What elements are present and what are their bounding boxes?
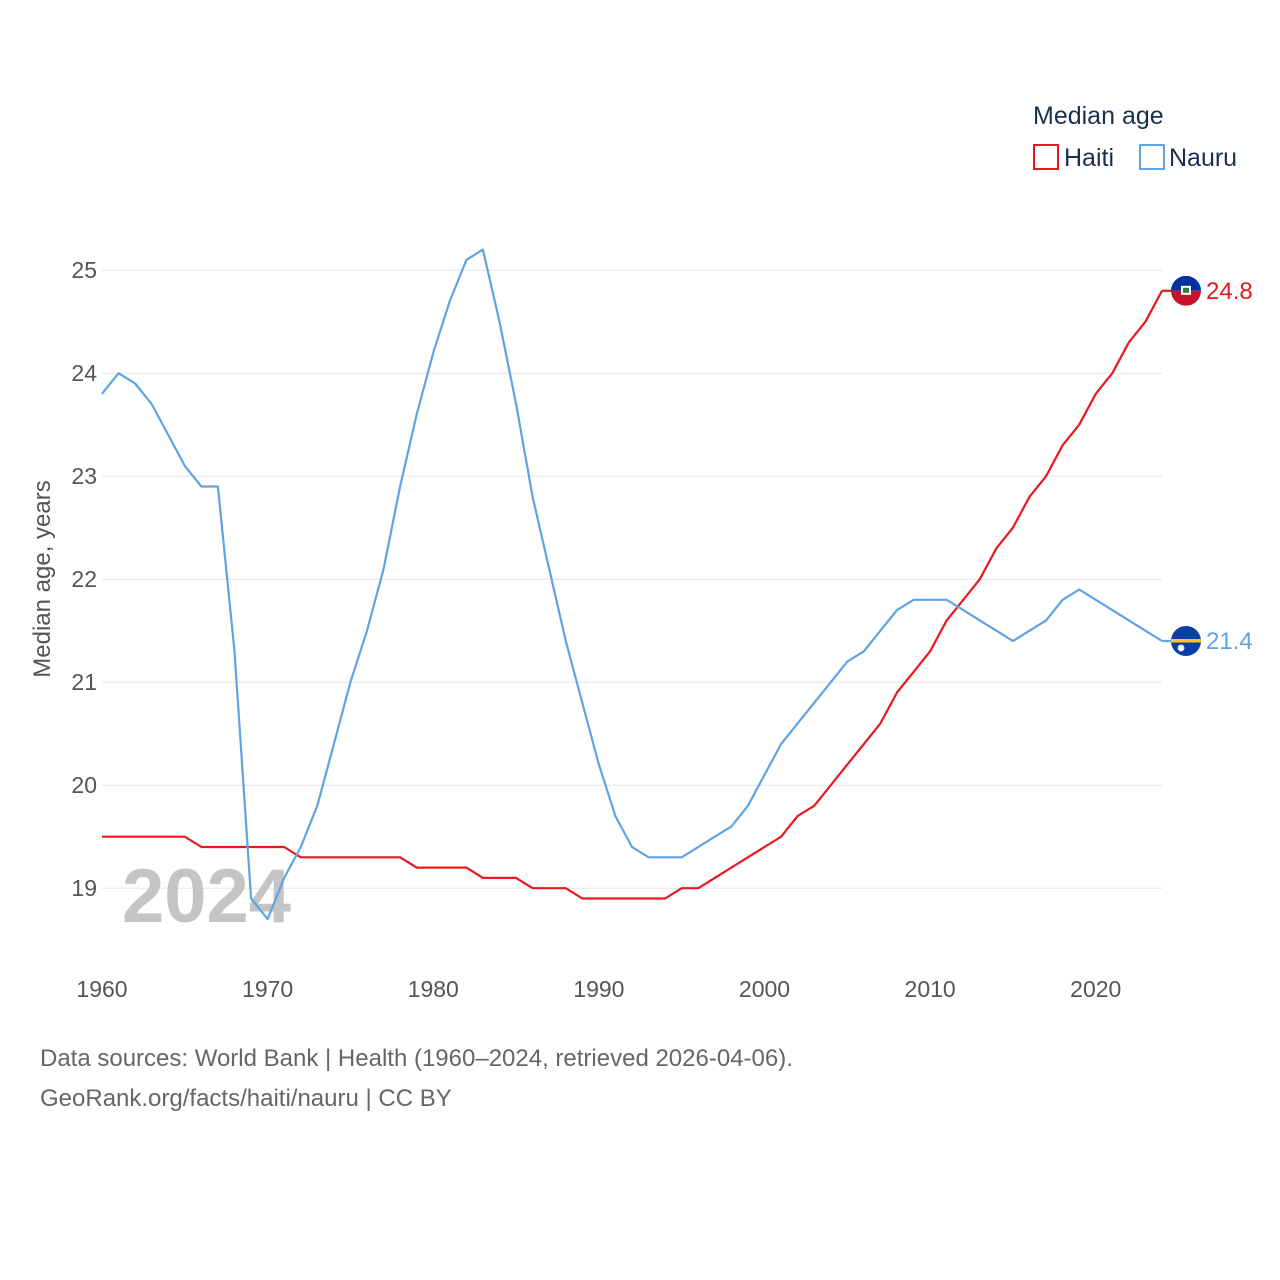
series-end-value-nauru: 21.4 bbox=[1206, 628, 1253, 655]
legend-label-nauru: Nauru bbox=[1169, 144, 1237, 172]
y-tick-label-25: 25 bbox=[71, 257, 97, 283]
y-tick-label-19: 19 bbox=[71, 875, 97, 901]
x-tick-label-1990: 1990 bbox=[573, 976, 624, 1002]
y-tick-label-21: 21 bbox=[71, 669, 97, 695]
legend-swatch-nauru bbox=[1139, 144, 1165, 170]
legend-item-haiti[interactable]: Haiti bbox=[1033, 144, 1114, 172]
legend-title: Median age bbox=[1033, 102, 1164, 130]
y-tick-label-20: 20 bbox=[71, 772, 97, 798]
grid bbox=[102, 269, 1162, 889]
y-tick-label-24: 24 bbox=[71, 360, 97, 386]
haiti-flag-icon bbox=[1171, 275, 1201, 306]
series-line-nauru bbox=[101, 248, 1163, 921]
data-sources-note: Data sources: World Bank | Health (1960–… bbox=[40, 1045, 793, 1072]
year-watermark: 2024 bbox=[122, 854, 291, 939]
series-lines bbox=[101, 248, 1163, 921]
y-tick-label-22: 22 bbox=[71, 566, 97, 592]
series-end-value-haiti: 24.8 bbox=[1206, 278, 1253, 305]
y-axis-title: Median age, years bbox=[29, 480, 56, 677]
y-tick-label-23: 23 bbox=[71, 463, 97, 489]
nauru-flag-icon bbox=[1171, 626, 1201, 656]
x-tick-label-2000: 2000 bbox=[739, 976, 790, 1002]
attribution-link[interactable]: GeoRank.org/facts/haiti/nauru | CC BY bbox=[40, 1085, 452, 1112]
x-tick-label-1970: 1970 bbox=[242, 976, 293, 1002]
series-line-haiti bbox=[102, 290, 1163, 900]
y-axis-ticks: 19 20 21 22 23 24 25 bbox=[71, 257, 97, 901]
series-end-markers: 24.8 21.4 bbox=[1162, 275, 1253, 656]
x-tick-label-2020: 2020 bbox=[1070, 976, 1121, 1002]
x-axis-ticks: 1960 1970 1980 1990 2000 2010 2020 bbox=[76, 976, 1121, 1002]
legend-swatch-haiti bbox=[1033, 144, 1059, 170]
x-tick-label-2010: 2010 bbox=[905, 976, 956, 1002]
legend-label-haiti: Haiti bbox=[1064, 144, 1114, 172]
x-tick-label-1960: 1960 bbox=[76, 976, 127, 1002]
legend-item-nauru[interactable]: Nauru bbox=[1139, 144, 1237, 172]
x-tick-label-1980: 1980 bbox=[408, 976, 459, 1002]
